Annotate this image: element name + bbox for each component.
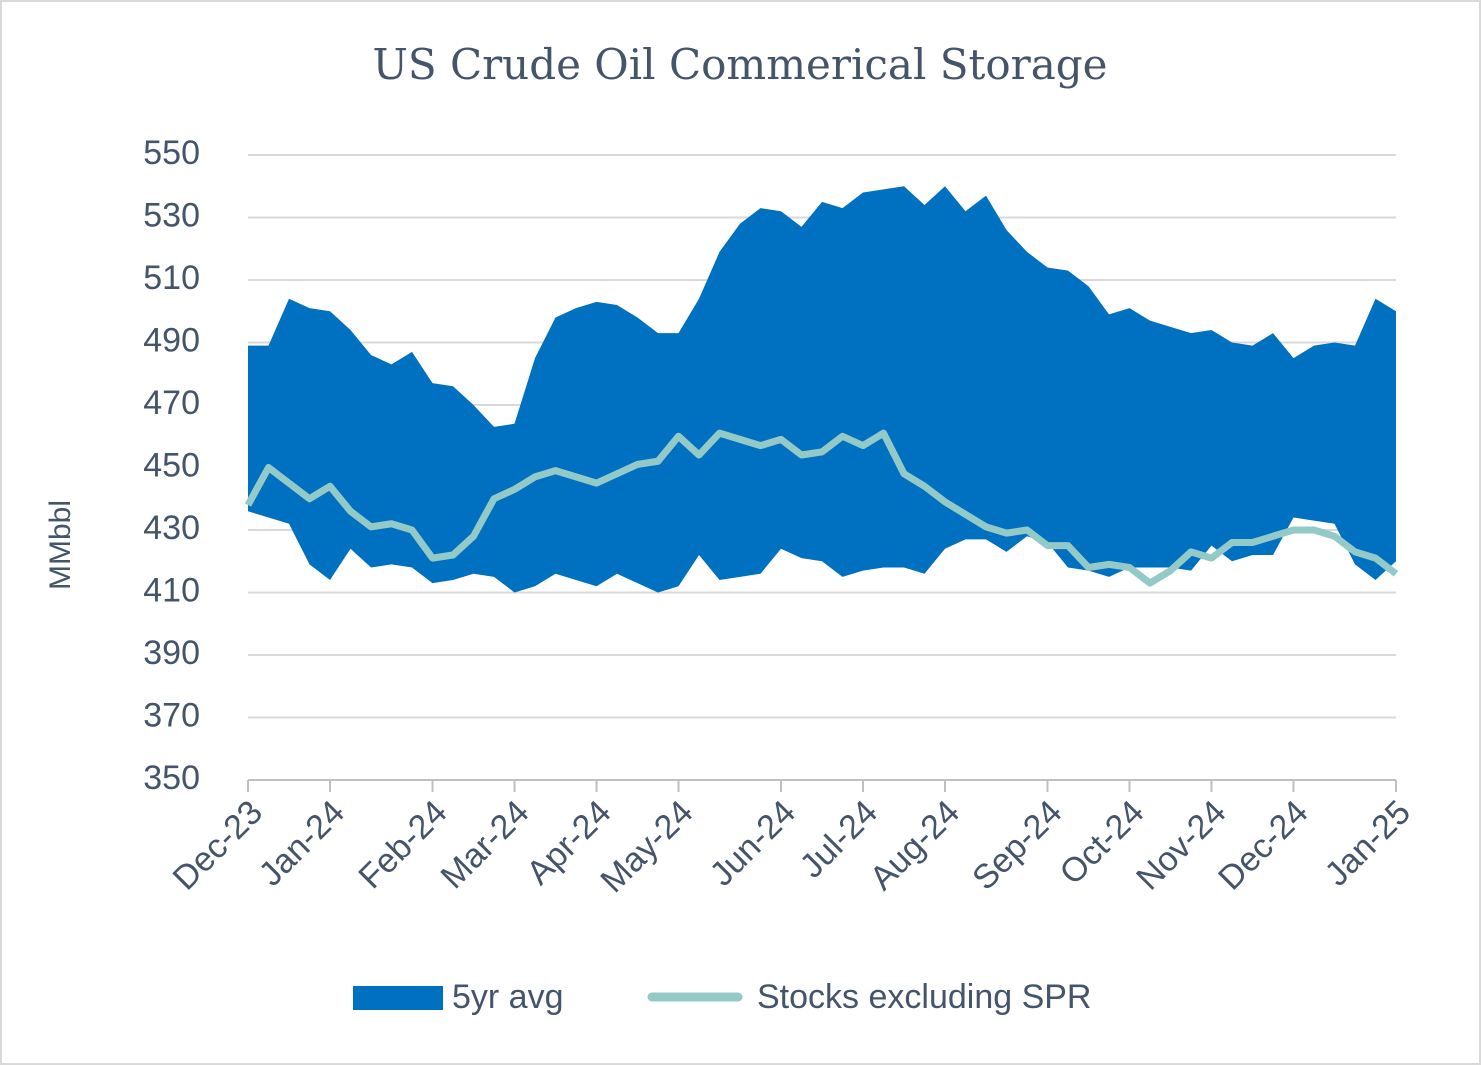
y-tick-label: 470 [143,384,200,422]
y-tick-label: 450 [143,446,200,484]
chart-title: US Crude Oil Commerical Storage [372,40,1107,89]
y-tick-label: 350 [143,759,200,797]
legend-label: 5yr avg [452,978,564,1016]
y-tick-label: 550 [143,134,200,172]
legend-swatch [353,986,443,1010]
y-axis-label: MMbbl [44,500,77,590]
line [244,429,1399,587]
band-area [248,186,1396,593]
y-tick-label: 510 [143,259,200,297]
y-tick-label: 490 [143,321,200,359]
y-tick-label: 530 [143,196,200,234]
y-tick-label: 410 [143,571,200,609]
y-tick-label: 370 [143,696,200,734]
y-tick-label: 430 [143,509,200,547]
legend-label: Stocks excluding SPR [757,978,1092,1016]
y-tick-label: 390 [143,634,200,672]
